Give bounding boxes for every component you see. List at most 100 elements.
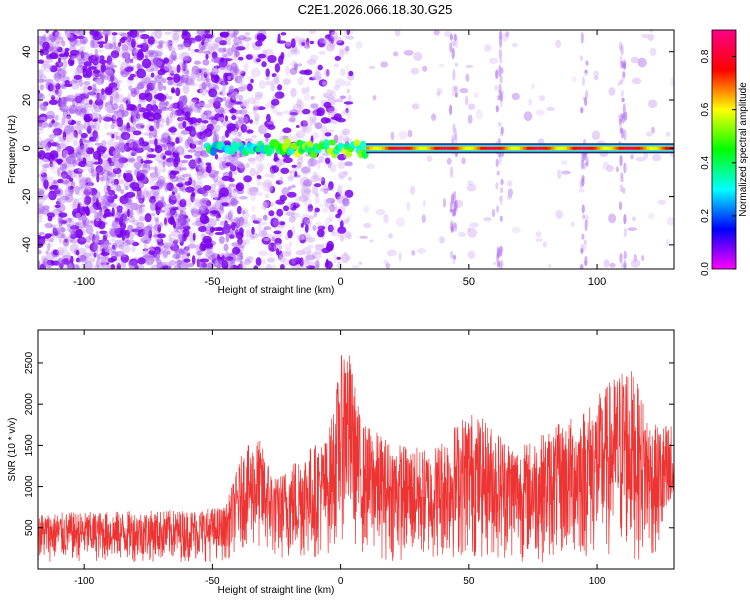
noise-blob	[101, 169, 111, 178]
colorbar-tick-label: 0.2	[700, 209, 711, 223]
noise-blob	[121, 200, 130, 207]
noise-streak	[619, 154, 623, 167]
noise-blob	[337, 260, 341, 269]
noise-blob	[231, 229, 238, 239]
noise-blob	[205, 189, 215, 193]
noise-blob	[66, 162, 76, 172]
noise-blob	[224, 129, 230, 138]
noise-blob	[255, 58, 261, 63]
noise-streak	[623, 263, 627, 268]
noise-blob	[190, 123, 198, 128]
noise-blob	[135, 122, 146, 130]
noise-blob	[271, 236, 276, 242]
ridge-band-core	[400, 146, 404, 150]
noise-blob	[97, 144, 108, 151]
noise-streak	[622, 187, 626, 194]
noise-blob	[85, 162, 89, 167]
noise-blob	[224, 108, 229, 114]
ridge-band-core	[541, 146, 545, 150]
noise-blob	[121, 260, 127, 269]
ridge-band-core	[630, 146, 635, 150]
noise-streak	[500, 187, 504, 194]
ridge-band-core	[517, 146, 521, 150]
noise-blob	[45, 143, 51, 152]
noise-blob	[99, 256, 109, 261]
ridge-band-core	[523, 146, 527, 150]
noise-blob	[193, 198, 198, 208]
noise-blob	[247, 157, 256, 162]
noise-blob	[115, 206, 123, 210]
noise-blob	[292, 103, 303, 113]
noise-blob	[229, 158, 240, 165]
noise-blob	[66, 30, 71, 38]
noise-blob	[351, 265, 360, 269]
noise-blob	[96, 209, 104, 219]
ridge-band-core	[440, 146, 444, 150]
noise-blob	[303, 69, 313, 76]
noise-streak	[498, 154, 502, 165]
noise-blob	[262, 201, 268, 211]
noise-blob	[209, 99, 214, 104]
noise-blob	[107, 195, 115, 204]
ridge-blob	[306, 140, 314, 148]
noise-blob	[243, 175, 253, 183]
noise-blob	[51, 95, 55, 101]
noise-streak	[622, 58, 627, 68]
noise-blob	[130, 115, 134, 124]
noise-blob	[306, 37, 310, 47]
noise-blob	[410, 67, 419, 75]
noise-blob	[143, 74, 152, 82]
noise-blob	[133, 86, 140, 96]
noise-blob	[92, 83, 97, 92]
noise-blob	[194, 151, 203, 158]
noise-blob	[337, 161, 346, 169]
noise-blob	[45, 250, 49, 254]
noise-blob	[50, 184, 59, 190]
noise-blob	[119, 38, 126, 44]
noise-blob	[93, 122, 101, 132]
noise-blob	[320, 177, 326, 186]
noise-blob	[170, 50, 177, 61]
noise-blob	[302, 119, 309, 125]
noise-blob	[78, 176, 88, 184]
noise-blob	[366, 163, 376, 169]
noise-blob	[257, 223, 262, 232]
noise-blob	[131, 117, 137, 125]
noise-blob	[104, 101, 108, 108]
ridge-band-core	[403, 146, 407, 150]
noise-blob	[38, 136, 43, 146]
noise-blob	[149, 68, 159, 72]
noise-blob	[307, 112, 318, 123]
colorbar-label: Normalized spectral amplitude	[738, 82, 749, 217]
noise-blob	[219, 91, 223, 95]
noise-blob	[44, 233, 52, 238]
noise-blob	[363, 205, 370, 213]
noise-blob	[59, 163, 68, 172]
noise-blob	[162, 264, 166, 268]
noise-blob	[48, 133, 57, 139]
noise-blob	[201, 154, 210, 158]
noise-blob	[230, 218, 241, 225]
noise-blob	[651, 153, 662, 162]
noise-streak	[451, 47, 455, 60]
noise-blob	[180, 262, 189, 269]
noise-blob	[53, 126, 62, 130]
ridge-band-core	[430, 146, 435, 150]
noise-blob	[180, 209, 184, 214]
noise-blob	[173, 146, 180, 154]
noise-blob	[153, 99, 157, 106]
ridge-band-core	[535, 146, 539, 150]
noise-blob	[219, 187, 229, 198]
noise-blob	[77, 119, 82, 124]
ridge-band-core	[563, 146, 567, 150]
noise-blob	[213, 65, 221, 69]
noise-blob	[194, 69, 201, 78]
noise-blob	[358, 261, 363, 265]
noise-blob	[93, 252, 97, 258]
noise-blob	[112, 150, 118, 156]
noise-blob	[240, 208, 249, 215]
noise-blob	[199, 199, 208, 206]
noise-blob	[313, 183, 322, 188]
noise-blob	[467, 180, 473, 186]
